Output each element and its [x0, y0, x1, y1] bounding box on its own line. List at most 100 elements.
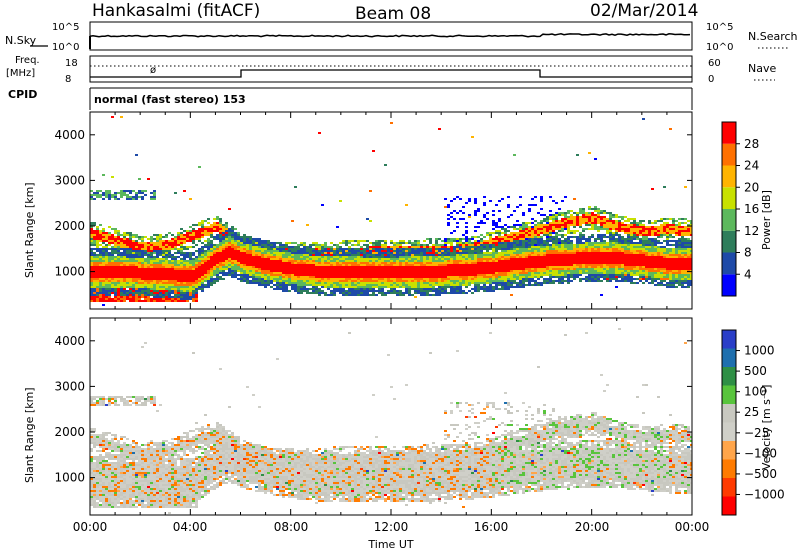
- power-cell-4934: [588, 258, 591, 260]
- power-cell-3373: [441, 266, 444, 268]
- power-cell-2338: [324, 244, 327, 246]
- power-cell-4482: [546, 258, 549, 260]
- power-cell-3357: [438, 288, 441, 290]
- power-cell-1817: [258, 256, 261, 258]
- power-cell-403: [120, 248, 123, 250]
- power-cell-525: [129, 268, 132, 270]
- power-cell-3507: [453, 288, 456, 290]
- freq-right-label: Nave: [748, 62, 776, 75]
- power-cell-1788: [255, 244, 258, 246]
- power-cell-3897: [492, 270, 495, 272]
- power-cell-3157: [417, 262, 420, 264]
- power-cell-4014: [504, 246, 507, 248]
- power-cell-2098: [294, 262, 297, 264]
- power-cell-4295: [528, 280, 531, 282]
- power-cell-4929: [588, 248, 591, 250]
- power-cell-166: [102, 230, 105, 232]
- power-cell-2373: [327, 268, 330, 270]
- power-cell-3843: [486, 290, 489, 292]
- power-cell-3745: [477, 272, 480, 274]
- power-cell-2903: [387, 280, 390, 282]
- power-cell-1381: [207, 246, 210, 248]
- power-cell-2834: [381, 246, 384, 248]
- power-cell-2935: [390, 292, 393, 294]
- power-cell-4166: [519, 224, 522, 226]
- power-cell-1131: [183, 266, 186, 268]
- power-cell-2997: [399, 258, 402, 260]
- power-cell-1674: [240, 248, 243, 250]
- power-cell-4814: [576, 266, 579, 268]
- power-cell-1350: [204, 244, 207, 246]
- power-cell-491: [126, 274, 129, 276]
- power-cell-952: [165, 296, 168, 298]
- power-cell-1439: [213, 238, 216, 240]
- power-cell-4452: [543, 264, 546, 266]
- power-cell-2521: [345, 260, 348, 262]
- power-cell-4080: [510, 248, 513, 250]
- power-cell-4639: [561, 230, 564, 232]
- power-cell-1283: [198, 230, 201, 232]
- power-cell-3631: [465, 284, 468, 286]
- power-cell-3065: [405, 292, 408, 294]
- power-cell-1104: [180, 280, 183, 282]
- power-cell-4135: [516, 224, 519, 226]
- power-cell-858: [159, 236, 162, 238]
- power-cell-2030: [285, 268, 288, 270]
- power-cell-1113: [180, 298, 183, 300]
- power-cell-1003: [171, 274, 174, 276]
- power-cell-2701: [366, 250, 369, 252]
- power-cell-2253: [312, 280, 315, 282]
- power-cell-4613: [558, 250, 561, 252]
- power-cell-1536: [222, 260, 225, 262]
- power-cell-4038: [507, 206, 510, 208]
- power-cell-2333: [321, 284, 324, 286]
- power-cell-1192: [189, 256, 192, 258]
- power-cell-2869: [384, 258, 387, 260]
- power-cell-459: [123, 286, 126, 288]
- power-cell-2510: [342, 292, 345, 294]
- power-cell-3177: [420, 252, 423, 254]
- power-cell-1620: [231, 274, 234, 276]
- power-cell-3370: [441, 260, 444, 262]
- power-cell-841: [156, 270, 159, 272]
- power-cell-144: [99, 268, 102, 270]
- power-cell-2097: [294, 260, 297, 262]
- power-cell-4536: [552, 226, 555, 228]
- power-cell-1319: [201, 242, 204, 244]
- power-cell-1549: [225, 230, 228, 232]
- power-cell-3945: [498, 230, 501, 232]
- power-cell-1310: [201, 220, 204, 222]
- power-cell-2596: [354, 254, 357, 256]
- power-cell-2488: [342, 248, 345, 250]
- power-cell-1328: [201, 262, 204, 264]
- power-cell-996: [171, 260, 174, 262]
- power-cell-4487: [546, 268, 549, 270]
- power-cell-4741: [570, 240, 573, 242]
- power-cell-351: [114, 296, 117, 298]
- power-cell-769: [150, 264, 153, 266]
- power-cell-2458: [336, 288, 339, 290]
- power-cell-2372: [327, 266, 330, 268]
- power-cell-1719: [246, 244, 249, 246]
- power-cell-65: [93, 268, 96, 270]
- power-cell-370: [117, 258, 120, 260]
- power-cell-1593: [228, 270, 231, 272]
- power-cell-4443: [543, 246, 546, 248]
- power-cell-1084: [180, 238, 183, 240]
- power-cell-3584: [462, 254, 465, 256]
- power-cell-2884: [384, 292, 387, 294]
- power-cell-1386: [207, 256, 210, 258]
- power-cell-1645: [234, 276, 237, 278]
- power-cell-2475: [339, 272, 342, 274]
- power-cell-907: [162, 272, 165, 274]
- power-cell-4120: [513, 260, 516, 262]
- power-cell-3272: [429, 278, 432, 280]
- power-cell-271: [108, 286, 111, 288]
- power-cell-1708: [243, 268, 246, 270]
- power-cell-2279: [315, 280, 318, 282]
- power-cell-691: [144, 242, 147, 244]
- power-cell-3360: [438, 294, 441, 296]
- power-cell-2073: [291, 260, 294, 262]
- power-cell-2449: [336, 270, 339, 272]
- power-cell-2011: [282, 280, 285, 282]
